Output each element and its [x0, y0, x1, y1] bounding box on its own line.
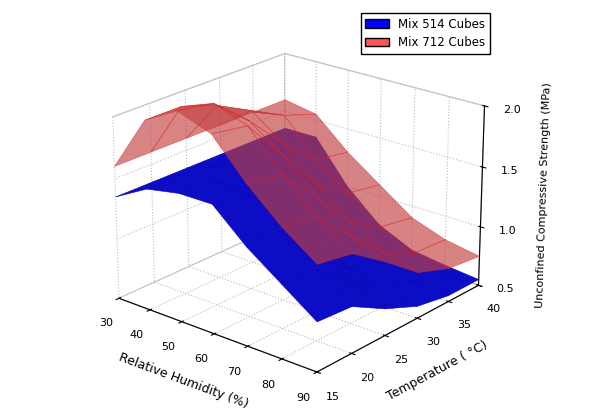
- Y-axis label: Temperature ( °C): Temperature ( °C): [385, 338, 489, 403]
- Legend: Mix 514 Cubes, Mix 712 Cubes: Mix 514 Cubes, Mix 712 Cubes: [360, 13, 490, 54]
- X-axis label: Relative Humidity (%): Relative Humidity (%): [117, 350, 250, 410]
